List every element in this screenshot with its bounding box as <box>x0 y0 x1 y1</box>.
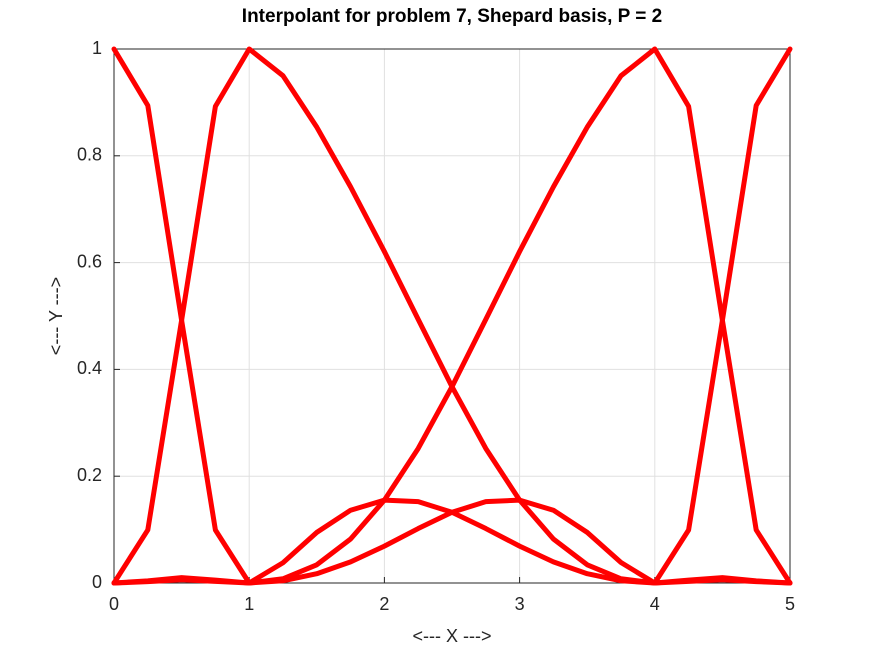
y-tick-label: 1 <box>92 38 102 58</box>
x-tick-label: 2 <box>379 594 389 614</box>
x-tick-label: 1 <box>244 594 254 614</box>
y-tick-label: 0.4 <box>77 358 102 378</box>
y-tick-label: 0.6 <box>77 251 102 271</box>
series-line <box>111 46 793 586</box>
axes-box <box>113 48 791 584</box>
y-tick-label: 0 <box>92 572 102 592</box>
y-tick-label: 0.8 <box>77 145 102 165</box>
chart-title: Interpolant for problem 7, Shepard basis… <box>242 6 662 27</box>
x-tick-label: 4 <box>650 594 660 614</box>
y-tick-label: 0.2 <box>77 465 102 485</box>
x-axis-label: <--- X ---> <box>413 626 492 646</box>
y-axis-label: <--- Y ---> <box>46 277 66 355</box>
x-tick-label: 3 <box>515 594 525 614</box>
x-tick-label: 0 <box>109 594 119 614</box>
x-tick-label: 5 <box>785 594 795 614</box>
plot-area <box>114 49 790 583</box>
